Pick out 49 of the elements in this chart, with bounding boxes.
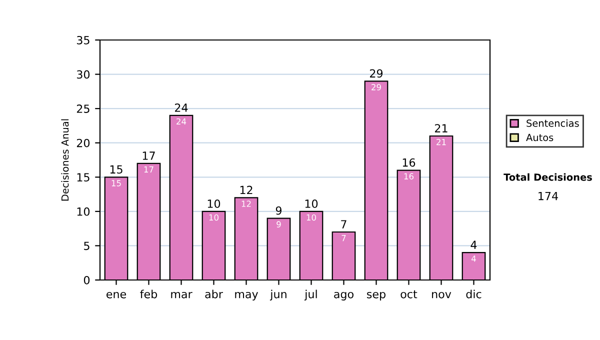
y-tick-label: 30 [76, 70, 90, 79]
x-tick-label: feb [140, 290, 158, 298]
x-tick-label: jul [304, 290, 317, 300]
data-label: 15 [112, 180, 121, 186]
y-tick-label: 20 [76, 138, 90, 148]
y-tick-label: 15 [77, 173, 90, 182]
y-tick-label: 25 [76, 104, 90, 113]
data-label: 17 [144, 166, 154, 173]
data-label: 16 [404, 173, 414, 180]
total-label: 15 [110, 165, 122, 174]
legend-label: Autos [526, 134, 554, 142]
data-label: 7 [342, 235, 346, 242]
y-tick-label: 0 [84, 276, 90, 284]
x-tick-label: nov [432, 292, 452, 298]
total-label: 12 [240, 186, 252, 194]
data-label: 10 [306, 214, 316, 221]
text: 174 [538, 192, 558, 200]
x-tick-label: sep [367, 292, 386, 300]
legend-label: Sentencias [526, 119, 579, 127]
data-label: 9 [276, 221, 281, 228]
x-tick-label: may [235, 292, 258, 300]
x-tick-label: ene [106, 292, 126, 298]
total-label: 29 [370, 69, 383, 78]
data-label: 12 [242, 200, 251, 207]
total-label: 24 [174, 104, 188, 112]
x-tick-label: abr [205, 290, 223, 298]
y-tick-label: 10 [77, 207, 90, 216]
total-label: 17 [142, 152, 155, 160]
y-tick-label: 35 [76, 36, 90, 44]
total-label: 21 [434, 124, 448, 132]
data-label: 10 [209, 214, 218, 221]
total-label: 16 [402, 158, 416, 167]
x-tick-label: oct [400, 290, 418, 298]
y-axis-title: Decisiones Anual [61, 119, 69, 201]
total-label: 9 [276, 206, 282, 215]
data-label: 29 [372, 84, 381, 90]
data-label: 24 [176, 118, 186, 125]
total-label: 10 [208, 200, 220, 208]
total-label: 4 [470, 240, 477, 249]
total-label: 10 [305, 200, 318, 208]
data-label: 4 [472, 256, 476, 262]
data-label: 21 [436, 138, 446, 146]
x-tick-label: mar [171, 292, 192, 298]
x-tick-label: dic [466, 290, 482, 298]
x-tick-label: ago [334, 292, 354, 300]
total-label: 7 [341, 220, 346, 228]
x-tick-label: jun [270, 290, 286, 300]
y-tick-label: 5 [84, 242, 90, 250]
text: Total Decisiones [504, 173, 592, 181]
